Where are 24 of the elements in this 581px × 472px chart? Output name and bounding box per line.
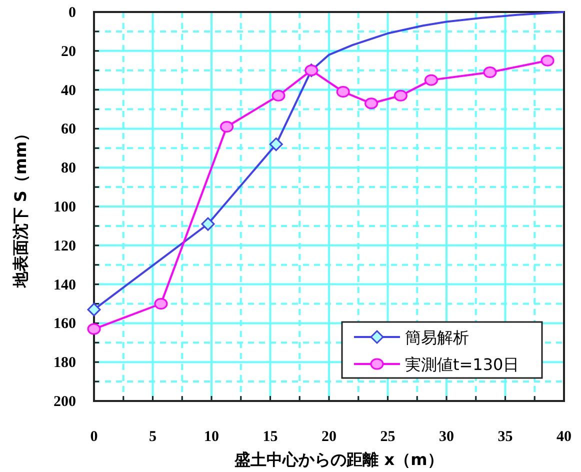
y-tick-label: 40 [61, 82, 76, 99]
x-tick-label: 5 [149, 429, 156, 445]
legend-label: 実測値t=130日 [405, 355, 520, 374]
x-tick-label: 25 [380, 429, 396, 445]
x-tick-label: 15 [262, 429, 278, 445]
x-tick-label: 0 [90, 429, 98, 445]
x-axis-title: 盛土中心からの距離 x（m） [234, 450, 444, 469]
y-tick-label: 0 [68, 5, 76, 21]
x-tick-label: 40 [556, 429, 572, 445]
x-tick-label: 35 [498, 429, 513, 445]
y-tick-label: 200 [54, 394, 76, 410]
y-tick-label: 20 [61, 44, 76, 60]
x-tick-label: 10 [204, 429, 219, 445]
y-tick-label: 140 [54, 277, 76, 294]
x-tick-label: 30 [439, 429, 454, 445]
legend-label: 簡易解析 [405, 328, 469, 347]
y-tick-label: 100 [54, 200, 76, 216]
x-tick-label: 20 [322, 429, 336, 445]
y-tick-label: 60 [61, 122, 76, 138]
y-axis-title: 地表面沈下 S（mm） [11, 125, 30, 289]
y-tick-label: 180 [54, 355, 76, 372]
y-tick-label: 120 [54, 238, 76, 254]
y-tick-label: 80 [61, 160, 76, 177]
y-tick-label: 160 [54, 316, 76, 332]
